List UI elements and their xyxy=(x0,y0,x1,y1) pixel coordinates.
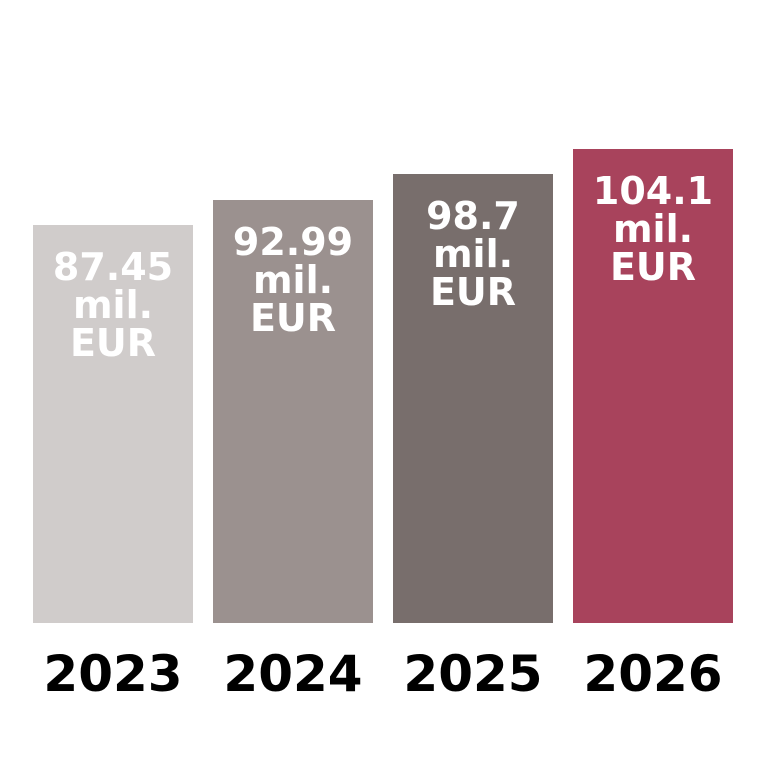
x-tick-label: 2024 xyxy=(223,645,363,703)
bar xyxy=(573,149,733,623)
value-label: 92.99 mil. EUR xyxy=(232,219,354,340)
value-label: 104.1 mil. EUR xyxy=(592,169,714,289)
bar xyxy=(33,224,193,623)
bar xyxy=(393,173,553,623)
x-tick-label: 2026 xyxy=(583,645,723,703)
x-tick-label: 2025 xyxy=(403,645,543,703)
value-label: 98.7 mil. EUR xyxy=(426,193,520,314)
bar xyxy=(213,199,373,623)
x-tick-label: 2023 xyxy=(43,645,183,703)
value-label: 87.45 mil. EUR xyxy=(52,244,174,365)
